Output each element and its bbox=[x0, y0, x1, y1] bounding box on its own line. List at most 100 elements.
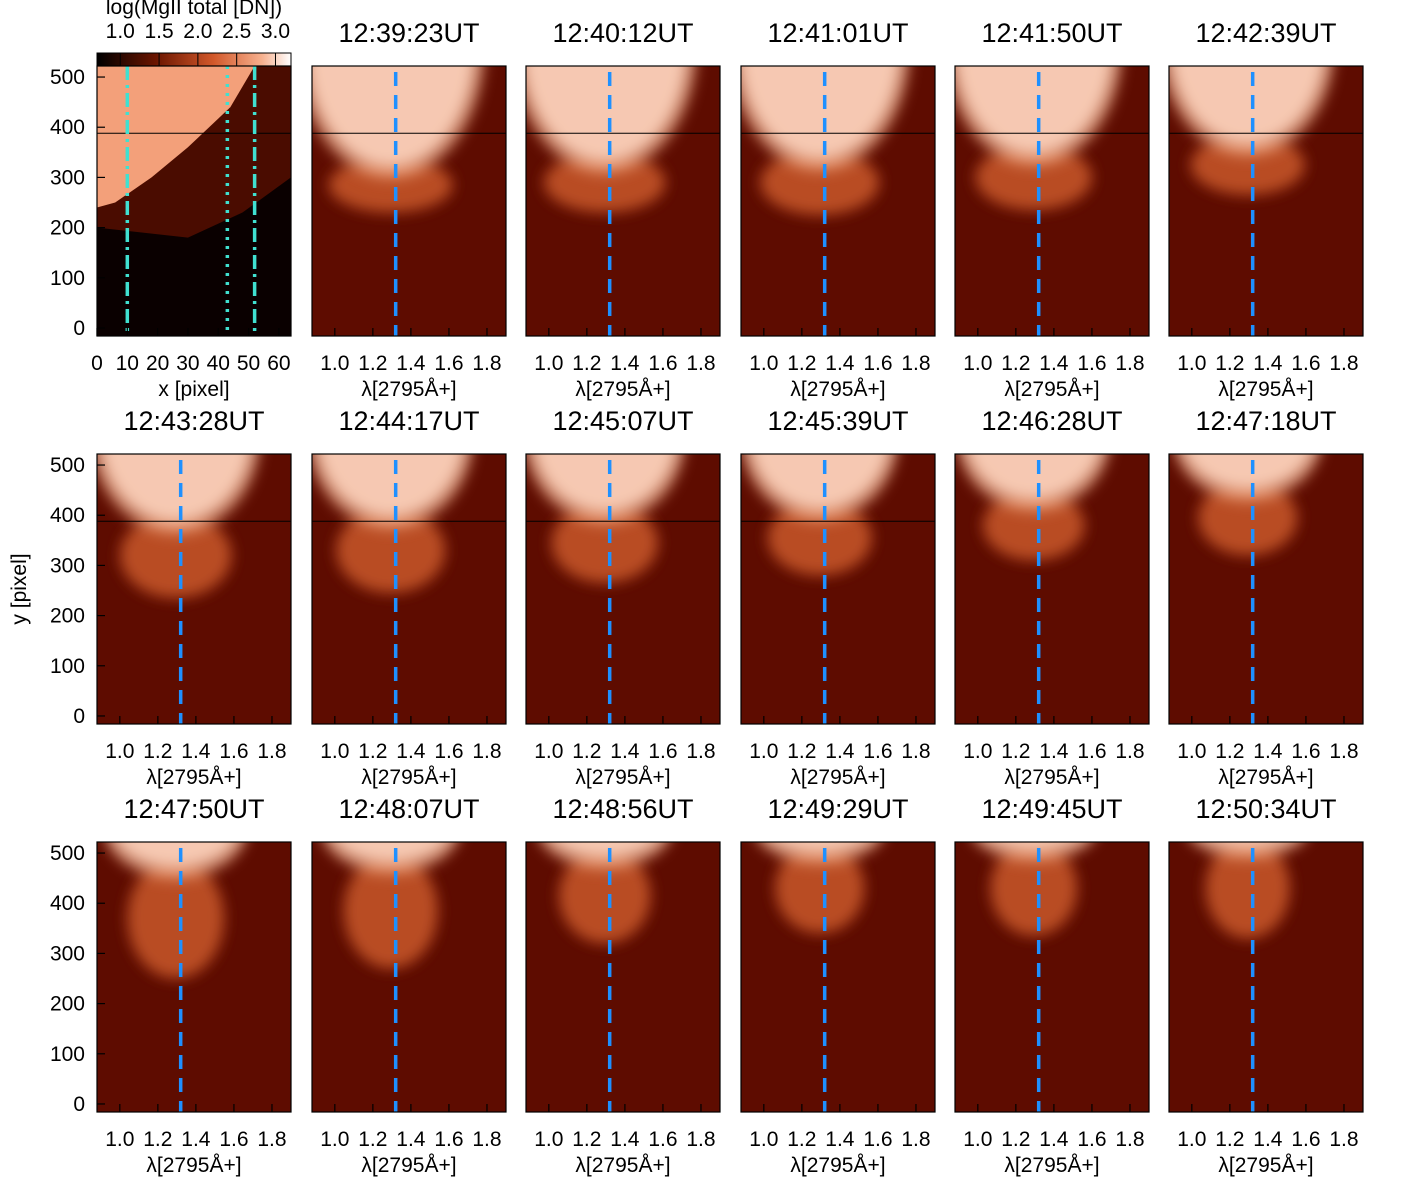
panel-title: 12:49:45UT bbox=[981, 794, 1122, 824]
colorbar bbox=[96, 52, 292, 67]
panel-frame bbox=[1168, 453, 1364, 725]
x-axis-label: λ[2795Å+] bbox=[1004, 1154, 1099, 1177]
x-tick-label: 1.2 bbox=[787, 1128, 816, 1151]
colorbar-label: log(MgII total [DN]) bbox=[106, 0, 282, 19]
emission-mid bbox=[975, 842, 1092, 863]
x-tick-label: 1.6 bbox=[1291, 1128, 1320, 1151]
x-tick-label: 1.6 bbox=[1077, 1128, 1106, 1151]
x-axis-label: λ[2795Å+] bbox=[575, 1154, 670, 1177]
x-tick-label: 1.8 bbox=[472, 352, 501, 375]
emission-mid bbox=[323, 842, 458, 876]
emission-glow bbox=[127, 858, 225, 979]
y-tick-label: 500 bbox=[50, 842, 85, 865]
panel-title: 12:42:39UT bbox=[1195, 18, 1336, 48]
x-tick-label: 1.4 bbox=[396, 740, 426, 763]
x-axis-label: λ[2795Å+] bbox=[790, 378, 885, 401]
x-tick-label: 1.0 bbox=[105, 740, 134, 763]
panel: 12:44:17UT 1.0 1.2 1.4 1.6 1.8 λ[2795Å+] bbox=[311, 406, 507, 789]
x-tick-label: 1.2 bbox=[358, 740, 387, 763]
x-tick-label: 1.8 bbox=[1329, 1128, 1358, 1151]
x-axis-label: λ[2795Å+] bbox=[575, 378, 670, 401]
panel-frame bbox=[525, 453, 721, 725]
panel: 12:41:50UT 1.0 1.2 1.4 1.6 1.8 λ[2795Å+] bbox=[954, 18, 1150, 401]
panel-frame bbox=[525, 65, 721, 337]
x-tick-label: 1.4 bbox=[610, 1128, 640, 1151]
x-tick-label: 1.6 bbox=[1077, 352, 1106, 375]
x-tick-label: 1.0 bbox=[1177, 352, 1206, 375]
panel-title: 12:48:56UT bbox=[552, 794, 693, 824]
x-axis-label: λ[2795Å+] bbox=[575, 766, 670, 789]
x-axis-label: λ[2795Å+] bbox=[1218, 1154, 1313, 1177]
panel-frame bbox=[525, 841, 721, 1113]
x-tick-label: 1.8 bbox=[686, 352, 715, 375]
x-tick-label: 1.6 bbox=[434, 1128, 463, 1151]
panel-frame bbox=[954, 453, 1150, 725]
y-tick-label: 0 bbox=[73, 317, 85, 340]
x-tick-label: 1.2 bbox=[1001, 1128, 1030, 1151]
x-axis-label: λ[2795Å+] bbox=[790, 1154, 885, 1177]
panel-title: 12:45:39UT bbox=[767, 406, 908, 436]
x-tick-label: 1.2 bbox=[1215, 1128, 1244, 1151]
y-tick-label: 400 bbox=[50, 116, 85, 139]
x-tick-label: 1.4 bbox=[181, 1128, 211, 1151]
emission-mid bbox=[312, 454, 473, 530]
panel-image bbox=[1169, 66, 1363, 336]
emission-mid bbox=[105, 842, 246, 881]
x-tick-label: 1.6 bbox=[648, 352, 677, 375]
emission-glow bbox=[558, 848, 651, 944]
x-axis-label: λ[2795Å+] bbox=[361, 1154, 456, 1177]
x-tick-label: 1.6 bbox=[434, 352, 463, 375]
panel-title: 12:47:18UT bbox=[1195, 406, 1336, 436]
x-tick-label: 1.4 bbox=[1039, 1128, 1069, 1151]
panel-image bbox=[741, 454, 935, 724]
x-tick-label: 1.0 bbox=[963, 352, 992, 375]
emission-glow bbox=[551, 502, 659, 583]
panel-image bbox=[955, 842, 1149, 1112]
panel-image bbox=[526, 66, 720, 336]
panel-image bbox=[312, 454, 506, 724]
x-tick-label: 1.4 bbox=[1253, 1128, 1283, 1151]
x-tick-label: 1.0 bbox=[1177, 740, 1206, 763]
x-tick-label: 1.4 bbox=[1253, 352, 1283, 375]
x-axis-label: λ[2795Å+] bbox=[1218, 378, 1313, 401]
panel: 12:43:28UT 1.0 1.2 1.4 1.6 1.8 λ[2795Å+] 0 100 20… bbox=[8, 406, 292, 789]
x-tick-label: 1.2 bbox=[572, 1128, 601, 1151]
x-tick-label: 1.8 bbox=[686, 740, 715, 763]
x-tick-label: 1.2 bbox=[572, 740, 601, 763]
x-tick-label: 1.6 bbox=[219, 1128, 248, 1151]
panel-image bbox=[1169, 842, 1363, 1112]
x-axis-label: λ[2795Å+] bbox=[1004, 766, 1099, 789]
x-tick-label: 1.6 bbox=[863, 352, 892, 375]
emission-mid bbox=[312, 66, 485, 180]
colorbar-tick-label: 3.0 bbox=[261, 20, 290, 43]
x-tick-label: 1.6 bbox=[648, 740, 677, 763]
x-axis-label: x [pixel] bbox=[158, 378, 229, 401]
panel-title: 12:43:28UT bbox=[123, 406, 264, 436]
panel-frame bbox=[954, 65, 1150, 337]
panel-frame bbox=[96, 453, 292, 725]
emission-mid bbox=[1174, 454, 1321, 503]
panel-title: 12:45:07UT bbox=[552, 406, 693, 436]
panel-image bbox=[312, 842, 506, 1112]
x-tick-label: 1.4 bbox=[181, 740, 211, 763]
panel-frame bbox=[1168, 841, 1364, 1113]
x-tick-label: 1.2 bbox=[358, 1128, 387, 1151]
panel-title: 12:46:28UT bbox=[981, 406, 1122, 436]
x-tick-label: 1.0 bbox=[534, 352, 563, 375]
panel-image bbox=[955, 454, 1149, 724]
x-tick-label: 1.0 bbox=[749, 1128, 778, 1151]
x-axis-label: λ[2795Å+] bbox=[146, 1154, 241, 1177]
panel-title: 12:40:12UT bbox=[552, 18, 693, 48]
x-tick-label: 1.4 bbox=[396, 1128, 426, 1151]
panel: 12:42:39UT 1.0 1.2 1.4 1.6 1.8 λ[2795Å+] bbox=[1168, 18, 1364, 401]
emission-glow bbox=[990, 842, 1078, 936]
x-tick-label: 1.8 bbox=[901, 1128, 930, 1151]
x-tick-label: 1.6 bbox=[863, 740, 892, 763]
x-tick-label: 1.2 bbox=[1215, 740, 1244, 763]
panel-image bbox=[97, 842, 291, 1112]
panel-frame bbox=[740, 841, 936, 1113]
panel-image bbox=[741, 842, 935, 1112]
panel-image bbox=[312, 66, 506, 336]
panel-title: 12:39:23UT bbox=[338, 18, 479, 48]
x-tick-label: 1.8 bbox=[1115, 740, 1144, 763]
